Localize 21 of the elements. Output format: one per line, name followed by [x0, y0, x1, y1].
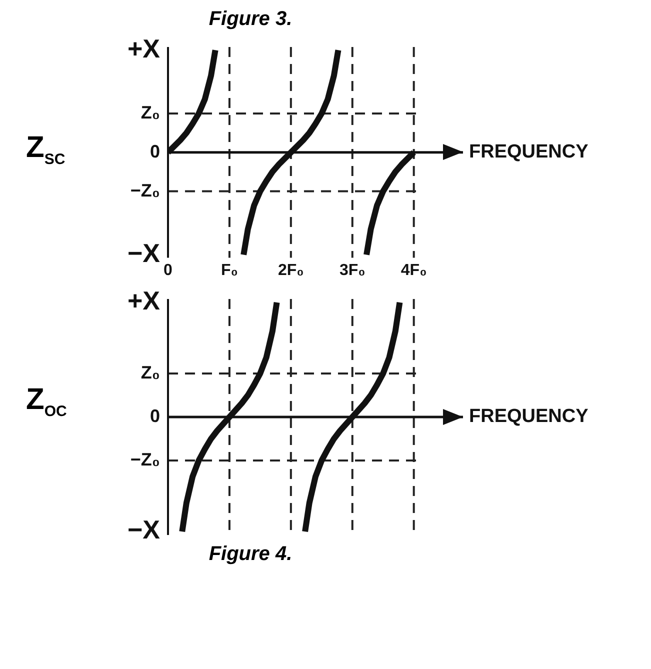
ref-line-label: Z₀ [140, 102, 160, 122]
x-axis-title: FREQUENCY [469, 406, 589, 428]
x-axis-title: FREQUENCY [469, 142, 589, 163]
text: −X [127, 238, 161, 268]
text: 0 [150, 141, 160, 162]
x-tick-label: 3F₀ [339, 262, 366, 279]
caption: Figure 4. [208, 543, 294, 566]
x-tick-label: F₀ [220, 262, 238, 279]
x-tick-label: 2F₀ [278, 262, 304, 279]
ref-line-label: −Z₀ [130, 450, 160, 470]
text: +X [127, 33, 161, 64]
text: +X [127, 286, 161, 316]
text: −X [127, 514, 161, 545]
y-axis-title: Z$_{OC}$ [26, 383, 67, 420]
x-tick-label: 0 [164, 262, 173, 279]
x-tick-label: 4F₀ [400, 262, 427, 279]
ref-line-label: −Z₀ [130, 180, 160, 200]
chart-title: Figure 3. [208, 8, 294, 31]
y-axis-title: Z$_{SC}$ [26, 131, 66, 168]
ref-line-label: Z₀ [140, 362, 160, 382]
text: 0 [150, 406, 160, 426]
